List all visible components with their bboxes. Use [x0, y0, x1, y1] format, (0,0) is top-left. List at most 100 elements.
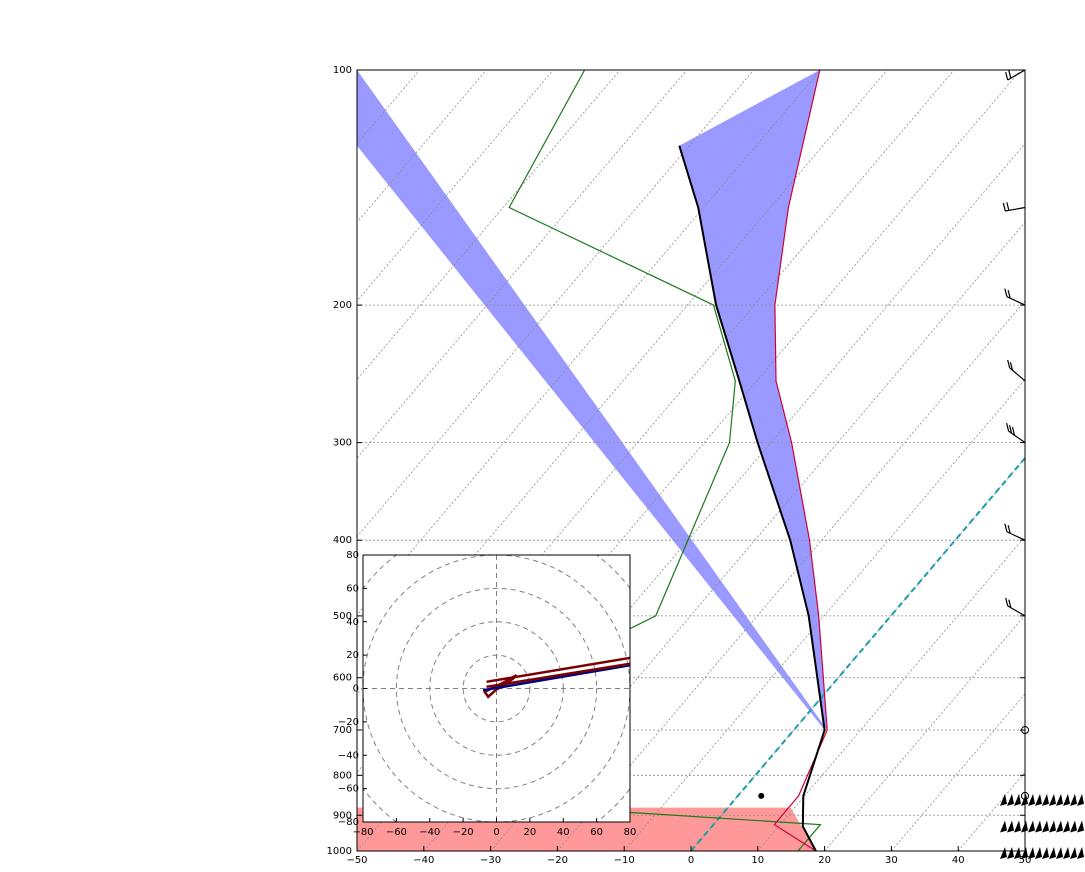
barb-flag: [1070, 793, 1077, 806]
barb-flag: [1035, 793, 1042, 806]
wind-barb: [1005, 597, 1026, 617]
barb-flag: [1077, 793, 1084, 806]
hodo-navy-trace: [482, 663, 630, 692]
barb-feather: [1004, 288, 1008, 297]
x-tick-label: −50: [346, 855, 367, 866]
wind-barb: [1000, 793, 1084, 806]
barb-feather: [1008, 425, 1013, 434]
x-tick-label: 10: [751, 855, 764, 866]
isotherm-line: [623, 378, 1025, 851]
barb-flag: [1035, 847, 1042, 859]
hodograph-grid: [363, 555, 630, 822]
isotherm-line: [757, 536, 1025, 851]
parcel-line: [678, 145, 826, 851]
isotherm-line: [0, 70, 353, 851]
barb-feather: [1006, 423, 1010, 432]
hodograph-y-tick-label: −20: [338, 717, 359, 728]
y-tick-label: 700: [333, 725, 352, 736]
wind-barb: [1000, 820, 1084, 833]
barb-flag: [1007, 793, 1014, 806]
x-tick-label: 40: [952, 855, 965, 866]
x-tick-label: −40: [413, 855, 434, 866]
hodograph-y-tick-label: 40: [346, 617, 359, 628]
y-tick-label: 600: [333, 673, 352, 684]
isotherm-line: [824, 614, 1025, 851]
hodograph-y-tick-label: 60: [346, 583, 359, 594]
barb-feather: [1008, 70, 1012, 79]
x-tick-label: 20: [818, 855, 831, 866]
hodograph-x-tick-label: −80: [352, 827, 373, 838]
isotherm-line: [490, 221, 1025, 851]
barb-feather: [1007, 290, 1011, 299]
barb-flag: [1028, 847, 1035, 859]
hodograph-y-tick-label: 20: [346, 650, 359, 661]
y-tick-label: 800: [333, 770, 352, 781]
isotherm-line: [423, 143, 1025, 851]
barb-feather: [1011, 427, 1016, 436]
barb-feather: [1009, 362, 1014, 371]
wind-barb: [1006, 423, 1026, 444]
barb-flag: [1049, 847, 1056, 859]
hodograph-x-tick-label: −40: [419, 827, 440, 838]
hodograph-y-tick-label: 80: [346, 550, 359, 561]
barb-feather: [1006, 202, 1010, 211]
hodograph-ring: [395, 587, 598, 790]
y-tick-label: 500: [333, 611, 352, 622]
wind-barb: [1004, 288, 1026, 306]
hodograph-y-ticks: 80 60 40 20 0 −20 −40 −60 −80: [338, 550, 367, 828]
isotherm-line: [357, 70, 888, 695]
hodograph-x-ticks: −80 −60 −40 −20 0 20 40 60 80: [352, 818, 636, 838]
barb-flag: [1056, 847, 1063, 859]
barb-flag: [1042, 820, 1049, 833]
barb-flag: [1007, 847, 1014, 859]
x-tick-label: −20: [547, 855, 568, 866]
barb-flag: [1000, 847, 1007, 859]
y-tick-label: 400: [333, 535, 352, 546]
hodograph-x-tick-label: 0: [493, 827, 499, 838]
barb-flag: [1000, 820, 1007, 833]
hodograph-y-tick-label: 0: [353, 684, 359, 695]
y-tick-label: 300: [333, 438, 352, 449]
barb-flag: [1014, 820, 1021, 833]
isotherm-line: [357, 70, 955, 774]
barb-flag: [1077, 847, 1084, 859]
hodograph-x-tick-label: 80: [624, 827, 637, 838]
barb-flag: [1070, 820, 1077, 833]
barb-flag: [1042, 793, 1049, 806]
barb-staff: [1007, 69, 1026, 81]
hodograph-x-tick-label: 40: [557, 827, 570, 838]
hodograph-y-tick-label: −60: [338, 784, 359, 795]
isotherm-line: [357, 70, 821, 616]
isotherm-line: [557, 300, 1025, 851]
barb-flag: [1021, 793, 1028, 806]
hodograph-traces: [482, 656, 630, 699]
wind-barb: [1005, 69, 1026, 81]
x-tick-label: 30: [885, 855, 898, 866]
wind-barb: [1007, 359, 1026, 382]
isotherm-line: [357, 70, 1022, 851]
y-tick-label: 200: [333, 300, 352, 311]
barb-flag: [1021, 847, 1028, 859]
barb-flag: [1070, 847, 1077, 859]
barb-flag: [1028, 820, 1035, 833]
x-axis-ticks: −50 −40 −30 −20 −10 0 10 20 30 40 50: [346, 846, 1031, 866]
isotherm-line: [957, 771, 1025, 851]
y-tick-label: 100: [333, 65, 352, 76]
wind-barb: [1002, 202, 1026, 212]
barb-flag: [1014, 793, 1021, 806]
barb-flag: [1077, 820, 1084, 833]
barb-flag: [1049, 793, 1056, 806]
barb-feather: [1005, 71, 1009, 81]
barb-flag: [1014, 847, 1021, 859]
wind-barb: [1004, 523, 1026, 541]
barb-feather: [1002, 202, 1006, 212]
barb-flag: [1021, 820, 1028, 833]
y-tick-label: 900: [333, 810, 352, 821]
barb-flag: [1007, 820, 1014, 833]
barb-flag: [1063, 847, 1070, 859]
hodo-dark-red-outer-trace: [486, 656, 630, 684]
temperature-line: [773, 70, 828, 851]
barb-feather: [1004, 523, 1008, 532]
barb-feather: [1005, 597, 1009, 607]
